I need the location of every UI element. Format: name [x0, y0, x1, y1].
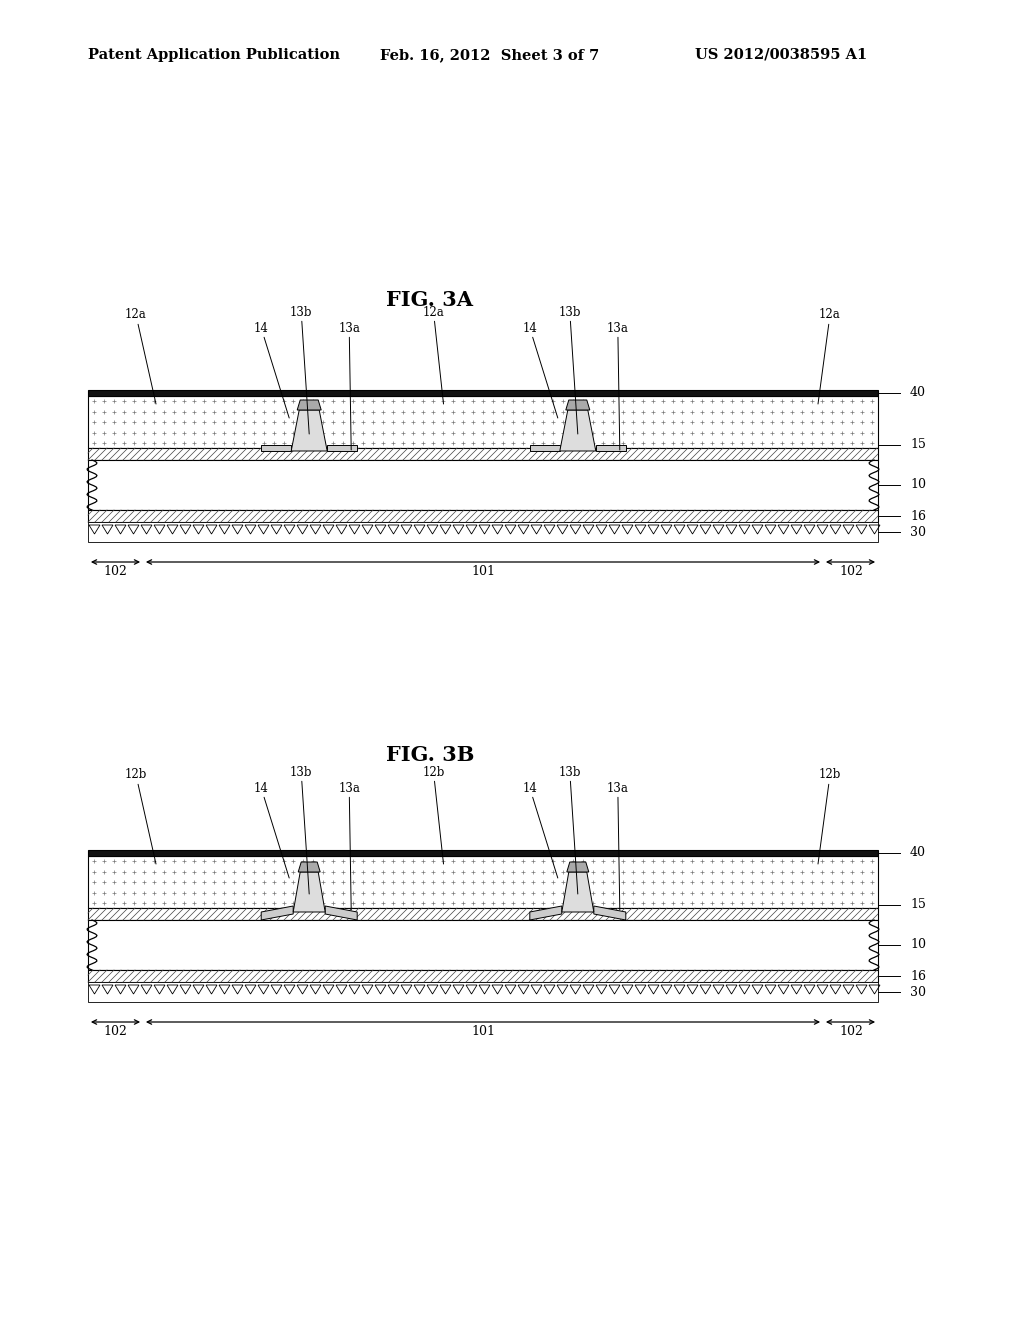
Text: 13a: 13a	[338, 781, 360, 909]
Polygon shape	[298, 862, 321, 873]
Text: 10: 10	[910, 939, 926, 952]
Text: 16: 16	[910, 510, 926, 523]
Text: 102: 102	[103, 565, 127, 578]
Text: 102: 102	[103, 1026, 127, 1038]
Text: 40: 40	[910, 846, 926, 859]
Text: 102: 102	[839, 565, 863, 578]
Text: 40: 40	[910, 387, 926, 400]
Text: 13b: 13b	[290, 305, 312, 434]
Text: 15: 15	[910, 438, 926, 451]
Polygon shape	[529, 906, 562, 920]
Bar	[88, 920, 878, 970]
Text: US 2012/0038595 A1: US 2012/0038595 A1	[695, 48, 867, 62]
Polygon shape	[293, 873, 326, 912]
Polygon shape	[261, 906, 293, 920]
Bar	[596, 445, 626, 451]
Bar	[88, 970, 878, 982]
Text: 10: 10	[910, 479, 926, 491]
Text: 13b: 13b	[290, 766, 312, 894]
Text: 13b: 13b	[558, 305, 581, 434]
Polygon shape	[291, 411, 328, 451]
Text: 13b: 13b	[558, 766, 581, 894]
Text: 13a: 13a	[607, 322, 629, 450]
Bar	[88, 459, 878, 510]
Text: 102: 102	[839, 1026, 863, 1038]
Bar	[88, 396, 878, 447]
Polygon shape	[326, 906, 357, 920]
Text: 13a: 13a	[338, 322, 360, 450]
Text: 101: 101	[471, 565, 495, 578]
Text: 14: 14	[254, 322, 289, 418]
Text: 14: 14	[522, 781, 558, 878]
Text: 14: 14	[522, 322, 558, 418]
Bar	[88, 447, 878, 459]
Text: FIG. 3B: FIG. 3B	[386, 744, 474, 766]
Text: 12b: 12b	[422, 766, 444, 865]
Text: 101: 101	[471, 1026, 495, 1038]
Text: 12b: 12b	[818, 768, 841, 865]
Text: 14: 14	[254, 781, 289, 878]
Text: FIG. 3A: FIG. 3A	[386, 290, 473, 310]
Text: 30: 30	[910, 525, 926, 539]
Text: 12a: 12a	[423, 305, 444, 404]
Bar	[88, 389, 878, 396]
Text: 15: 15	[910, 899, 926, 912]
Polygon shape	[567, 862, 589, 873]
Bar	[261, 445, 291, 451]
Bar	[88, 521, 878, 543]
Polygon shape	[566, 400, 590, 411]
Text: Patent Application Publication: Patent Application Publication	[88, 48, 340, 62]
Bar	[88, 850, 878, 855]
Text: 12a: 12a	[125, 309, 156, 404]
Bar	[88, 510, 878, 521]
Bar	[88, 908, 878, 920]
Bar	[328, 445, 357, 451]
Bar	[529, 445, 560, 451]
Polygon shape	[562, 873, 594, 912]
Polygon shape	[594, 906, 626, 920]
Bar	[88, 855, 878, 908]
Text: 16: 16	[910, 969, 926, 982]
Text: 30: 30	[910, 986, 926, 998]
Polygon shape	[560, 411, 596, 451]
Polygon shape	[297, 400, 322, 411]
Text: 12b: 12b	[125, 768, 156, 865]
Text: 12a: 12a	[818, 309, 841, 404]
Text: 13a: 13a	[607, 781, 629, 909]
Text: Feb. 16, 2012  Sheet 3 of 7: Feb. 16, 2012 Sheet 3 of 7	[380, 48, 599, 62]
Bar	[88, 982, 878, 1002]
